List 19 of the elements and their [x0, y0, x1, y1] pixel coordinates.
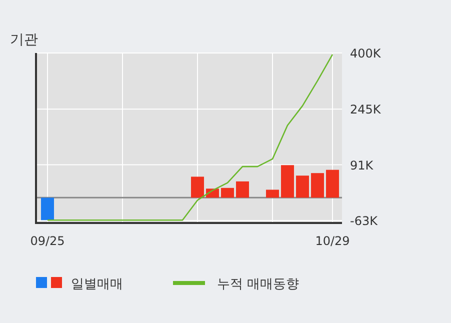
bar: [281, 165, 294, 198]
y-tick-label: -63K: [350, 214, 379, 228]
line-series: [46, 54, 334, 221]
legend-label: 누적 매매동향: [217, 277, 300, 292]
x-tick-label: 09/25: [30, 234, 65, 248]
x-tick-label: 10/29: [315, 234, 350, 248]
bar: [296, 176, 309, 198]
bar: [311, 173, 324, 198]
bar: [266, 190, 279, 198]
bar: [221, 188, 234, 198]
bar: [191, 176, 204, 198]
legend-label: 일별매매: [71, 277, 123, 292]
y-tick-label: 400K: [350, 46, 382, 60]
chart-title: 기관: [10, 32, 38, 48]
bar: [326, 170, 339, 198]
y-tick-label: 245K: [350, 102, 382, 117]
y-tick-label: 91K: [350, 158, 374, 172]
bar: [236, 181, 249, 198]
bar: [41, 198, 54, 220]
